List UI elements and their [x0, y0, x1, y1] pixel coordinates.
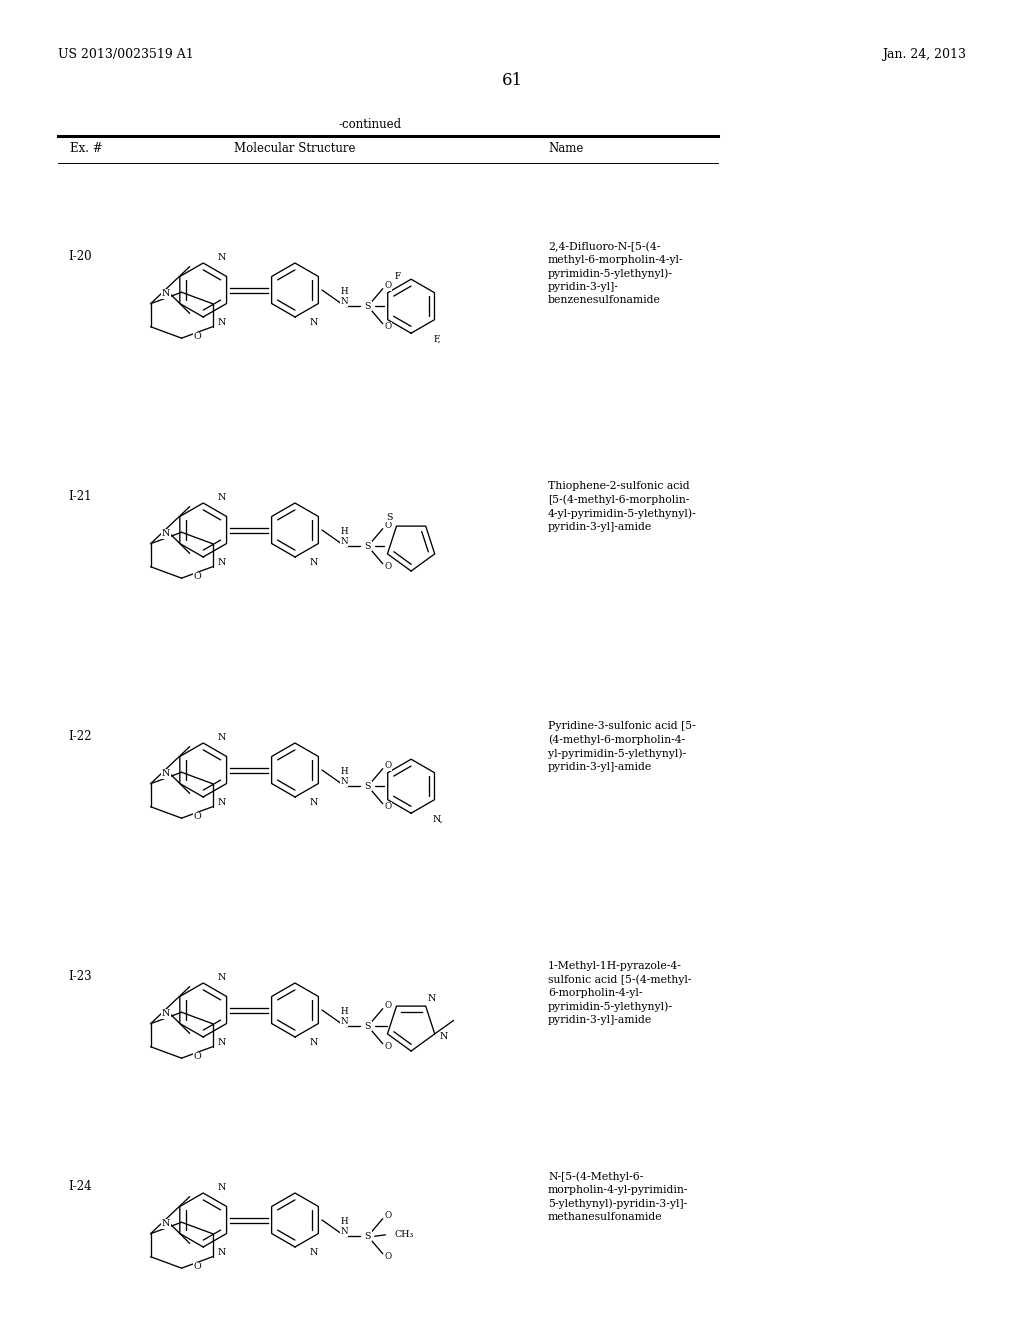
Text: 5-ylethynyl)-pyridin-3-yl]-: 5-ylethynyl)-pyridin-3-yl]- [548, 1199, 687, 1209]
Text: benzenesulfonamide: benzenesulfonamide [548, 296, 660, 305]
Text: CH₃: CH₃ [395, 1230, 415, 1239]
Text: H
N: H N [340, 1217, 348, 1237]
Text: I-20: I-20 [68, 249, 91, 263]
Text: S: S [365, 781, 371, 791]
Text: S: S [365, 1022, 371, 1031]
Text: pyrimidin-5-ylethynyl)-: pyrimidin-5-ylethynyl)- [548, 268, 673, 279]
Text: O: O [194, 331, 201, 341]
Text: F: F [395, 272, 401, 281]
Text: N: N [218, 494, 226, 502]
Text: N-[5-(4-Methyl-6-: N-[5-(4-Methyl-6- [548, 1171, 643, 1181]
Text: Name: Name [548, 143, 584, 154]
Text: [5-(4-methyl-6-morpholin-: [5-(4-methyl-6-morpholin- [548, 495, 689, 506]
Text: O: O [194, 1052, 201, 1061]
Text: O: O [194, 1262, 201, 1271]
Text: pyrimidin-5-ylethynyl)-: pyrimidin-5-ylethynyl)- [548, 1002, 673, 1012]
Text: O: O [385, 322, 392, 331]
Text: O: O [194, 812, 201, 821]
Text: pyridin-3-yl]-amide: pyridin-3-yl]-amide [548, 521, 652, 532]
Text: Ex. #: Ex. # [70, 143, 102, 154]
Text: I-23: I-23 [68, 969, 91, 982]
Text: S: S [365, 1232, 371, 1241]
Text: pyridin-3-yl]-amide: pyridin-3-yl]-amide [548, 1015, 652, 1026]
Text: pyridin-3-yl]-: pyridin-3-yl]- [548, 282, 618, 292]
Text: H
N: H N [340, 286, 348, 306]
Text: N: N [218, 318, 226, 327]
Text: O: O [385, 762, 392, 771]
Text: methanesulfonamide: methanesulfonamide [548, 1212, 663, 1222]
Text: N: N [162, 1220, 170, 1229]
Text: I-24: I-24 [68, 1180, 91, 1192]
Text: N: N [162, 289, 170, 298]
Text: N,: N, [433, 814, 443, 824]
Text: N: N [309, 1038, 317, 1047]
Text: (4-methyl-6-morpholin-4-: (4-methyl-6-morpholin-4- [548, 735, 685, 746]
Text: 2,4-Difluoro-N-[5-(4-: 2,4-Difluoro-N-[5-(4- [548, 242, 660, 252]
Text: Thiophene-2-sulfonic acid: Thiophene-2-sulfonic acid [548, 482, 689, 491]
Text: N: N [309, 797, 317, 807]
Text: N: N [162, 770, 170, 779]
Text: yl-pyrimidin-5-ylethynyl)-: yl-pyrimidin-5-ylethynyl)- [548, 748, 686, 759]
Text: sulfonic acid [5-(4-methyl-: sulfonic acid [5-(4-methyl- [548, 975, 691, 986]
Text: N: N [309, 558, 317, 566]
Text: I-22: I-22 [68, 730, 91, 742]
Text: US 2013/0023519 A1: US 2013/0023519 A1 [58, 48, 194, 61]
Text: -continued: -continued [339, 117, 401, 131]
Text: N: N [218, 253, 226, 263]
Text: O: O [385, 1212, 392, 1221]
Text: pyridin-3-yl]-amide: pyridin-3-yl]-amide [548, 762, 652, 772]
Text: N: N [162, 529, 170, 539]
Text: N: N [309, 318, 317, 327]
Text: N: N [218, 733, 226, 742]
Text: morpholin-4-yl-pyrimidin-: morpholin-4-yl-pyrimidin- [548, 1185, 688, 1195]
Text: O: O [385, 521, 392, 531]
Text: 1-Methyl-1H-pyrazole-4-: 1-Methyl-1H-pyrazole-4- [548, 961, 682, 972]
Text: 61: 61 [502, 73, 522, 88]
Text: O: O [385, 1041, 392, 1051]
Text: N: N [162, 1010, 170, 1019]
Text: N: N [218, 558, 226, 566]
Text: O: O [385, 1251, 392, 1261]
Text: O: O [385, 562, 392, 572]
Text: 6-morpholin-4-yl-: 6-morpholin-4-yl- [548, 989, 642, 998]
Text: I-21: I-21 [68, 490, 91, 503]
Text: H
N: H N [340, 527, 348, 546]
Text: N: N [440, 1032, 449, 1041]
Text: Jan. 24, 2013: Jan. 24, 2013 [882, 48, 966, 61]
Text: H
N: H N [340, 767, 348, 787]
Text: H
N: H N [340, 1007, 348, 1027]
Text: F,: F, [434, 334, 441, 343]
Text: N: N [218, 1038, 226, 1047]
Text: N: N [427, 994, 436, 1003]
Text: N: N [218, 973, 226, 982]
Text: Pyridine-3-sulfonic acid [5-: Pyridine-3-sulfonic acid [5- [548, 722, 695, 731]
Text: O: O [385, 281, 392, 290]
Text: S: S [387, 512, 393, 521]
Text: Molecular Structure: Molecular Structure [234, 143, 355, 154]
Text: N: N [218, 1183, 226, 1192]
Text: 4-yl-pyrimidin-5-ylethynyl)-: 4-yl-pyrimidin-5-ylethynyl)- [548, 508, 696, 519]
Text: N: N [218, 797, 226, 807]
Text: N: N [309, 1247, 317, 1257]
Text: O: O [385, 803, 392, 810]
Text: O: O [194, 572, 201, 581]
Text: O: O [385, 1002, 392, 1010]
Text: N: N [218, 1247, 226, 1257]
Text: methyl-6-morpholin-4-yl-: methyl-6-morpholin-4-yl- [548, 255, 684, 265]
Text: S: S [365, 541, 371, 550]
Text: S: S [365, 302, 371, 310]
